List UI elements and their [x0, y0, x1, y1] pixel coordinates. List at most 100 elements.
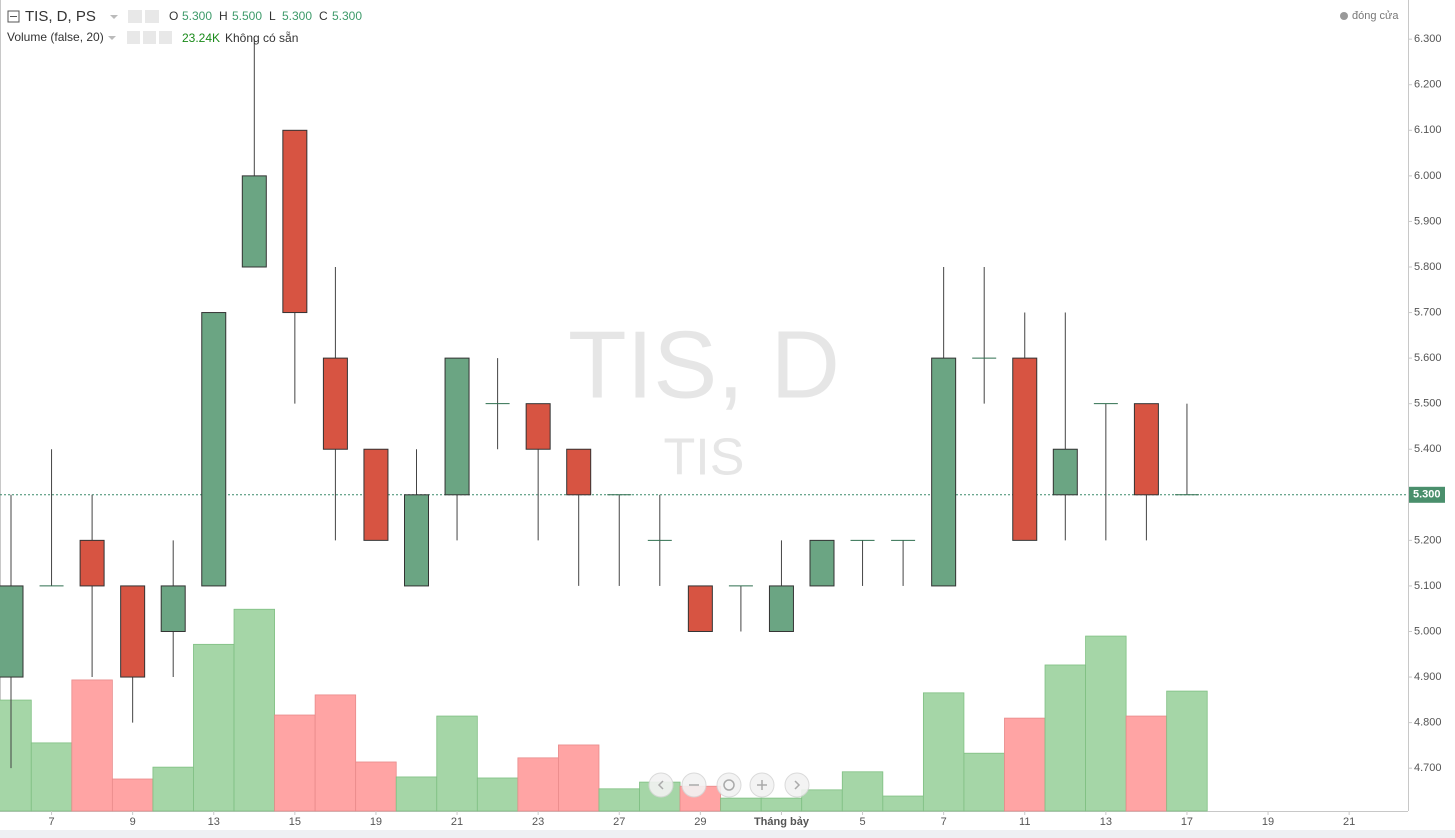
candle-body — [363, 448, 389, 541]
y-tick-label: 5.000 — [1414, 625, 1442, 637]
volume-bar — [30, 742, 73, 812]
watermark: TIS, D — [568, 311, 840, 418]
volume-bar — [922, 692, 965, 812]
volume-bar — [1004, 717, 1046, 812]
icon — [794, 780, 801, 790]
volume-bar — [841, 771, 884, 812]
volume-bar — [111, 778, 154, 812]
price-marker-label: 5.300 — [1413, 489, 1441, 501]
ohlc-value: 5.300 — [282, 9, 312, 23]
x-tick-label: 9 — [130, 816, 136, 828]
ohlc-label: C — [319, 9, 328, 23]
volume-bar — [801, 789, 843, 812]
volume-bar — [558, 744, 600, 812]
volume-bar — [760, 797, 803, 812]
volume-last: 23.24K — [182, 31, 220, 45]
volume-title: Volume (false, 20) — [7, 30, 104, 44]
y-tick-label: 5.900 — [1414, 215, 1442, 227]
nav-buttons — [648, 772, 810, 798]
symbol-title: TIS, D, PS — [25, 8, 96, 25]
candle-body — [282, 129, 308, 314]
volume-bar — [314, 694, 357, 812]
candle-body — [1012, 357, 1038, 541]
volume-bar — [598, 788, 640, 812]
plot-area — [0, 39, 1408, 812]
y-tick-label: 6.100 — [1414, 124, 1442, 136]
ohlc-value: 5.500 — [232, 9, 262, 23]
x-tick-label: 7 — [941, 816, 947, 828]
candle-body — [241, 175, 267, 268]
volume-bar — [436, 715, 478, 812]
y-tick-label: 5.800 — [1414, 261, 1442, 273]
volume-bar — [152, 766, 194, 812]
y-tick-label: 5.200 — [1414, 534, 1442, 546]
candle-body — [566, 448, 592, 496]
x-tick-label: 5 — [859, 816, 865, 828]
reset-button[interactable] — [716, 772, 742, 798]
ohlc-label: L — [269, 9, 276, 23]
volume-bar — [355, 761, 397, 812]
settings-button[interactable] — [145, 10, 159, 23]
nav-icons — [657, 779, 801, 791]
x-tick-label: 13 — [1100, 816, 1112, 828]
candle-body — [79, 539, 105, 587]
volume-bar — [720, 797, 762, 812]
volume-bar — [476, 777, 519, 812]
eye-button[interactable] — [128, 10, 142, 23]
candle-body — [160, 585, 186, 632]
ohlc-value: 5.300 — [182, 9, 212, 23]
icon — [757, 780, 767, 790]
remove-button[interactable] — [159, 31, 172, 44]
x-tick-label: 21 — [1343, 816, 1355, 828]
dropdown-icon[interactable] — [108, 36, 116, 40]
y-tick-label: 5.500 — [1414, 398, 1442, 410]
y-tick-label: 6.200 — [1414, 79, 1442, 91]
volume-bar — [882, 795, 924, 812]
y-tick-label: 4.700 — [1414, 762, 1442, 774]
y-tick-label: 5.100 — [1414, 580, 1442, 592]
volume-bar — [0, 699, 32, 812]
volume-bar — [193, 643, 235, 812]
watermark-sub: TIS — [664, 429, 745, 487]
y-tick-label: 5.600 — [1414, 352, 1442, 364]
y-tick-label: 4.900 — [1414, 671, 1442, 683]
volume-status: Không có sẵn — [225, 30, 298, 45]
candle-body — [1052, 448, 1078, 496]
close-legend: đóng cửa — [1352, 10, 1399, 22]
x-tick-label: Tháng bảy — [754, 816, 810, 828]
volume-bar — [233, 608, 275, 812]
volume-bar — [1085, 635, 1127, 812]
x-tick-label: 27 — [613, 816, 625, 828]
price-marker — [1409, 486, 1445, 503]
icon — [723, 779, 735, 791]
ohlc-label: H — [219, 9, 228, 23]
candle-body — [809, 539, 835, 587]
candle-body — [1133, 403, 1159, 496]
icon — [657, 780, 664, 790]
settings-button[interactable] — [143, 31, 156, 44]
ohlc-label: O — [169, 9, 178, 23]
scroll-left-button[interactable] — [648, 772, 674, 798]
volume-bar — [274, 714, 316, 812]
volume-bar — [1044, 664, 1086, 812]
collapse-button[interactable] — [7, 10, 20, 23]
candle-body — [931, 357, 957, 587]
candle-body — [322, 357, 348, 450]
volume-bar — [71, 679, 113, 812]
y-tick-label: 4.800 — [1414, 717, 1442, 729]
eye-button[interactable] — [127, 31, 140, 44]
candle-body — [120, 585, 146, 678]
y-tick-label: 5.400 — [1414, 443, 1442, 455]
x-tick-label: 7 — [48, 816, 54, 828]
candle-body — [201, 312, 227, 587]
scroll-right-button[interactable] — [784, 772, 810, 798]
x-tick-label: 17 — [1181, 816, 1193, 828]
candle-body — [687, 585, 713, 632]
candle-body — [404, 494, 429, 587]
y-tick-label: 6.300 — [1414, 33, 1442, 45]
dropdown-icon[interactable] — [110, 15, 118, 19]
ohlc-legend: O 5.300 H 5.500 L 5.300 C 5.300 — [169, 9, 362, 23]
candle-body — [444, 357, 470, 496]
x-tick-label: 29 — [694, 816, 706, 828]
x-tick-label: 21 — [451, 816, 463, 828]
